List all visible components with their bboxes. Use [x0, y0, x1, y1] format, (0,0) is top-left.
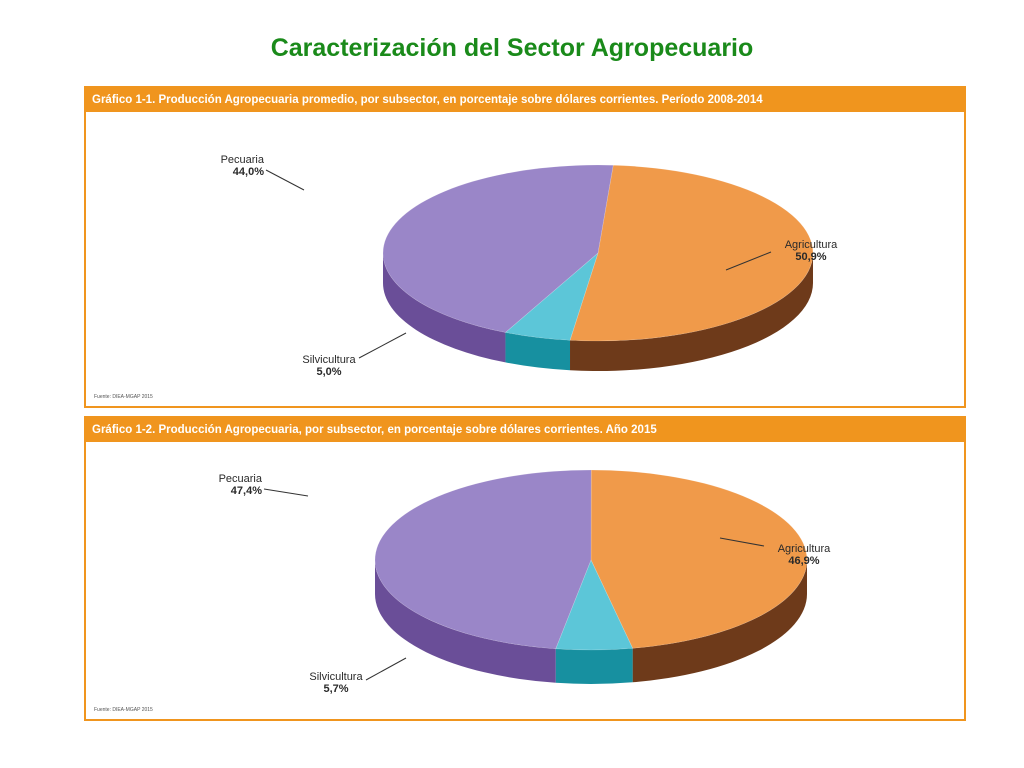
slide-title: Caracterización del Sector Agropecuario — [270, 34, 754, 62]
pie-slice-silvicultura — [504, 252, 599, 341]
leader-line-agricultura — [719, 537, 765, 547]
pie-slice-side-pecuaria — [383, 253, 506, 363]
slice-label-silvicultura: Silvicultura — [309, 671, 363, 683]
chart-panel-1-header: Gráfico 1-1. Producción Agropecuaria pro… — [86, 88, 964, 112]
slice-value-pecuaria: 44,0% — [233, 166, 264, 178]
slice-label-agricultura: Agricultura — [785, 239, 838, 251]
chart-panel-1-source: Fuente: DIEA-MGAP 2015 — [94, 394, 153, 400]
pie-slice-side-silvicultura — [555, 648, 633, 684]
pie-slice-pecuaria — [382, 164, 614, 333]
slice-value-agricultura: 46,9% — [788, 555, 819, 567]
slice-value-silvicultura: 5,7% — [323, 683, 348, 695]
pie-slice-side-agricultura — [570, 253, 813, 371]
pie-slice-agricultura — [590, 469, 808, 649]
chart-panel-2-source: Fuente: DIEA-MGAP 2015 — [94, 707, 153, 713]
slice-value-agricultura: 50,9% — [795, 251, 826, 263]
pie-slice-side-agricultura — [632, 560, 807, 683]
slice-label-pecuaria: Pecuaria — [219, 473, 263, 485]
pie-sides — [375, 560, 807, 684]
leader-line-agricultura — [725, 251, 772, 271]
slice-label-agricultura: Agricultura — [778, 543, 831, 555]
leader-line-pecuaria — [263, 488, 309, 497]
pie-tops — [374, 469, 808, 651]
slice-label-pecuaria: Pecuaria — [221, 154, 265, 166]
leader-line-silvicultura — [365, 657, 407, 681]
chart-panel-2-header: Gráfico 1-2. Producción Agropecuaria, po… — [86, 418, 964, 442]
leader-line-pecuaria — [265, 169, 305, 191]
pie-slice-silvicultura — [555, 559, 634, 651]
pie-slice-side-pecuaria — [375, 560, 556, 683]
chart-panel-1: Gráfico 1-1. Producción Agropecuaria pro… — [84, 86, 966, 408]
pie-sides — [383, 253, 813, 371]
pie-slice-agricultura — [569, 164, 814, 342]
chart-panel-2: Gráfico 1-2. Producción Agropecuaria, po… — [84, 416, 966, 721]
slice-value-silvicultura: 5,0% — [316, 366, 341, 378]
slice-value-pecuaria: 47,4% — [231, 485, 262, 497]
pie-slice-pecuaria — [374, 469, 592, 650]
leader-line-silvicultura — [358, 332, 407, 359]
pie-tops — [382, 164, 814, 342]
slice-label-silvicultura: Silvicultura — [302, 354, 356, 366]
pie-slice-side-silvicultura — [505, 332, 571, 371]
